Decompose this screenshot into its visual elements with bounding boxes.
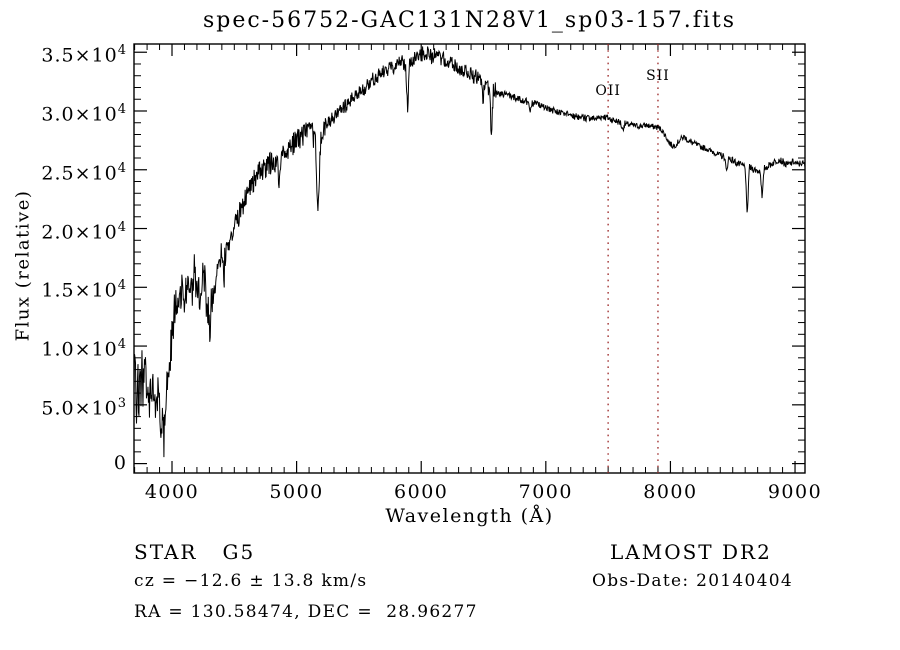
x-tick-label: 6000 [394,481,449,503]
y-tick-label: 1.0×104 [41,337,127,361]
x-tick-label: 5000 [269,481,324,503]
obs-date-text: Obs-Date: 20140404 [592,571,794,591]
plot-frame [133,43,806,474]
y-tick-label: 5.0×103 [41,395,127,420]
spectral-line-label: OII [595,83,621,99]
y-tick-label: 3.0×104 [41,101,127,126]
object-class-text: STAR G5 [134,540,256,564]
x-tick-label: 7000 [518,481,573,503]
spectrum-line [133,46,806,458]
x-axis-title: Wavelength (Å) [385,505,554,527]
spectral-line-label: SII [646,68,670,84]
coordinates-text: RA = 130.58474, DEC = 28.96277 [134,602,478,622]
x-tick-label: 4000 [144,481,200,503]
y-tick-label: 2.0×104 [41,219,127,243]
x-tick-label: 9000 [767,481,823,503]
y-tick-label: 1.5×104 [41,278,127,302]
y-tick-label: 0 [113,451,127,474]
y-tick-label: 3.5×104 [41,43,127,67]
survey-text: LAMOST DR2 [610,540,772,564]
x-tick-label: 8000 [643,481,698,503]
plot-title: spec-56752-GAC131N28V1_sp03-157.fits [202,8,737,33]
cz-text: cz = −12.6 ± 13.8 km/s [134,571,368,591]
y-tick-label: 2.5×104 [41,160,127,185]
